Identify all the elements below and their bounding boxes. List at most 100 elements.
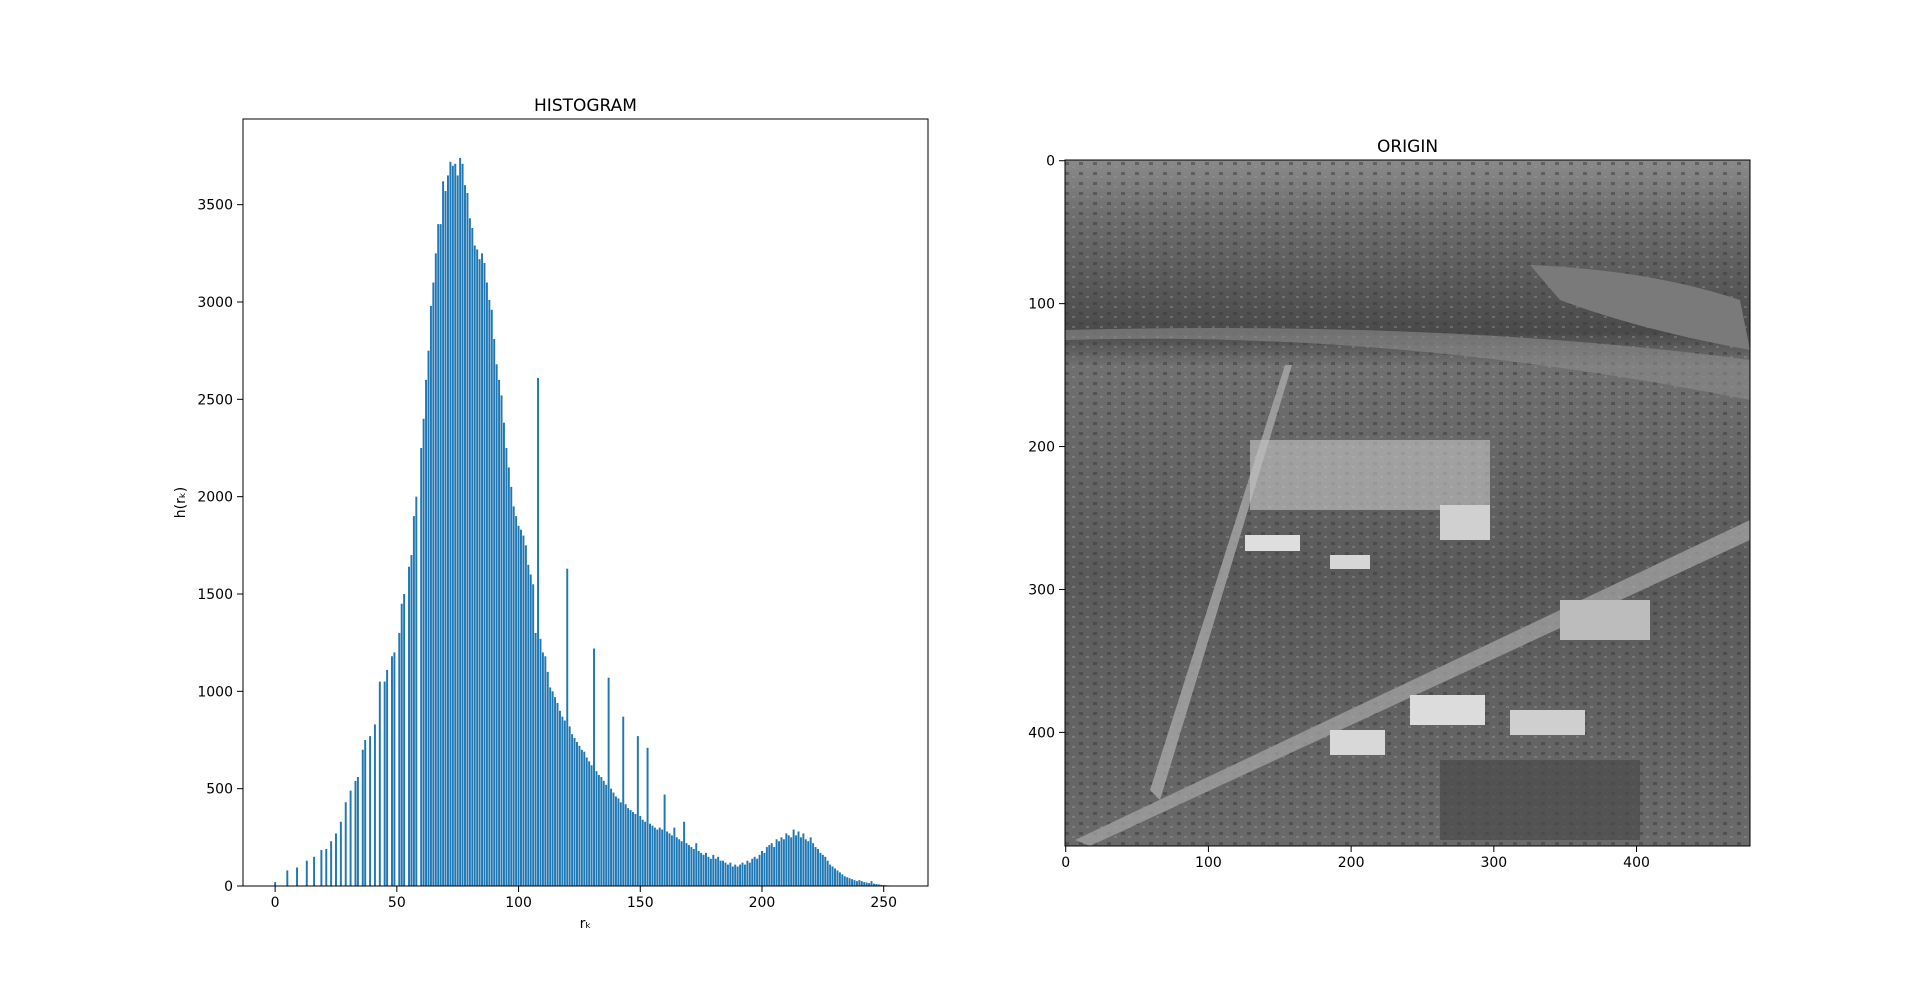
- y-tick-label: 0: [1046, 154, 1055, 170]
- bar: [305, 860, 308, 886]
- bar: [558, 710, 561, 886]
- bar: [697, 850, 700, 886]
- bar: [653, 827, 656, 886]
- bar: [814, 847, 817, 886]
- bar: [468, 218, 471, 886]
- bar: [364, 739, 367, 886]
- bar: [588, 761, 591, 886]
- x-tick-label: 0: [1061, 855, 1070, 871]
- x-tick-label: 50: [388, 895, 406, 911]
- bar: [444, 191, 447, 886]
- x-tick-label: 250: [870, 895, 897, 911]
- bar: [391, 656, 393, 886]
- bar: [785, 833, 788, 886]
- bar: [356, 776, 359, 886]
- bar: [851, 879, 854, 886]
- bar: [673, 827, 676, 886]
- chart-title: HISTOGRAM: [534, 96, 637, 116]
- bar: [705, 852, 707, 886]
- bar: [751, 858, 754, 886]
- bar: [666, 831, 669, 886]
- bar: [456, 175, 459, 886]
- y-tick-label: 200: [1028, 440, 1055, 456]
- bar: [690, 847, 693, 886]
- bar: [855, 881, 858, 886]
- bar: [461, 163, 464, 886]
- bar: [386, 669, 389, 886]
- bar: [768, 845, 771, 886]
- y-tick-label: 400: [1028, 725, 1055, 741]
- bar: [795, 835, 798, 886]
- bar: [636, 736, 639, 886]
- bar: [709, 858, 712, 886]
- bar: [724, 862, 727, 886]
- x-tick-label: 200: [1338, 855, 1365, 871]
- bar: [539, 638, 542, 886]
- bar: [843, 876, 846, 886]
- bar: [743, 864, 746, 886]
- bar: [619, 802, 622, 886]
- bar: [580, 749, 583, 886]
- bar: [692, 849, 695, 886]
- bar: [568, 726, 571, 886]
- bar: [344, 802, 347, 886]
- bar: [797, 831, 800, 886]
- bar: [551, 691, 554, 886]
- bar: [476, 249, 479, 886]
- y-tick-label: 1000: [197, 684, 233, 700]
- bar: [412, 516, 415, 886]
- bar: [872, 883, 875, 886]
- bar: [821, 854, 824, 886]
- bar: [778, 841, 780, 886]
- bar: [576, 741, 578, 886]
- bar: [554, 697, 557, 886]
- bar: [734, 864, 737, 886]
- bar: [782, 839, 785, 886]
- bar: [761, 850, 763, 886]
- bar: [770, 843, 773, 886]
- bar: [378, 681, 381, 886]
- bar: [383, 681, 386, 886]
- chart-title: ORIGIN: [1377, 137, 1438, 157]
- bar: [758, 854, 761, 886]
- bar: [471, 228, 474, 886]
- bar: [707, 856, 710, 886]
- bar: [719, 860, 722, 886]
- image: [1065, 160, 1750, 846]
- bar: [439, 224, 442, 886]
- bar: [369, 736, 372, 886]
- bar: [549, 687, 552, 886]
- bar: [656, 829, 659, 886]
- bar: [493, 338, 496, 886]
- bar: [868, 883, 871, 886]
- bar: [629, 810, 632, 886]
- bar: [600, 776, 603, 886]
- bar: [534, 632, 537, 886]
- bar: [863, 882, 866, 886]
- bar: [880, 884, 883, 886]
- bar: [415, 496, 418, 886]
- bar: [624, 804, 627, 886]
- bar: [668, 833, 671, 886]
- bar: [870, 881, 873, 886]
- x-tick-label: 100: [1195, 855, 1222, 871]
- bar: [846, 877, 849, 886]
- bar: [400, 603, 403, 886]
- bar: [393, 652, 396, 886]
- bar: [602, 780, 605, 886]
- bar: [449, 161, 452, 887]
- bar: [442, 181, 445, 886]
- bar: [517, 525, 520, 886]
- bar: [464, 185, 466, 887]
- x-tick-label: 150: [627, 895, 654, 911]
- bar: [831, 866, 834, 886]
- bar: [644, 821, 647, 886]
- bar: [746, 860, 749, 886]
- x-axis-label: rₖ: [580, 916, 592, 932]
- bar: [532, 584, 535, 886]
- bar: [481, 253, 484, 887]
- bar: [712, 854, 715, 886]
- bar: [700, 852, 703, 886]
- bar: [478, 259, 481, 886]
- bar: [792, 829, 795, 886]
